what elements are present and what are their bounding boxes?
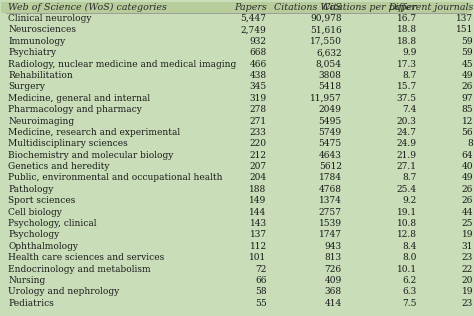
Text: 23: 23 — [462, 299, 473, 308]
Text: Sport sciences: Sport sciences — [9, 196, 76, 205]
Text: 668: 668 — [249, 48, 266, 57]
Text: 6.2: 6.2 — [402, 276, 417, 285]
Text: 466: 466 — [249, 60, 266, 69]
Text: 49: 49 — [462, 71, 473, 80]
Text: 143: 143 — [249, 219, 266, 228]
Text: Psychology, clinical: Psychology, clinical — [9, 219, 97, 228]
Text: 204: 204 — [249, 173, 266, 183]
Text: 40: 40 — [462, 162, 473, 171]
Text: 64: 64 — [462, 151, 473, 160]
Text: 414: 414 — [324, 299, 342, 308]
Text: 149: 149 — [249, 196, 266, 205]
Text: 17.3: 17.3 — [397, 60, 417, 69]
Text: 25.4: 25.4 — [397, 185, 417, 194]
Text: 23: 23 — [462, 253, 473, 262]
Text: Multidisciplinary sciences: Multidisciplinary sciences — [9, 139, 128, 148]
Text: 112: 112 — [249, 242, 266, 251]
Text: Pharmacology and pharmacy: Pharmacology and pharmacy — [9, 105, 142, 114]
Text: Endocrinology and metabolism: Endocrinology and metabolism — [9, 264, 151, 274]
Text: 97: 97 — [462, 94, 473, 103]
Text: 345: 345 — [249, 82, 266, 91]
Text: 2757: 2757 — [319, 208, 342, 217]
Text: 278: 278 — [249, 105, 266, 114]
FancyBboxPatch shape — [1, 2, 471, 13]
Text: 137: 137 — [249, 230, 266, 240]
Text: 90,978: 90,978 — [310, 14, 342, 23]
Text: 1747: 1747 — [319, 230, 342, 240]
Text: 19: 19 — [462, 230, 473, 240]
Text: Papers: Papers — [234, 3, 266, 12]
Text: 6,632: 6,632 — [316, 48, 342, 57]
Text: Medicine, general and internal: Medicine, general and internal — [9, 94, 151, 103]
Text: 44: 44 — [462, 208, 473, 217]
Text: 438: 438 — [249, 71, 266, 80]
Text: Clinical neurology: Clinical neurology — [9, 14, 92, 23]
Text: 726: 726 — [325, 264, 342, 274]
Text: 137: 137 — [456, 14, 473, 23]
Text: 233: 233 — [250, 128, 266, 137]
Text: 271: 271 — [249, 117, 266, 125]
Text: 188: 188 — [249, 185, 266, 194]
Text: Health care sciences and services: Health care sciences and services — [9, 253, 164, 262]
Text: Neuroimaging: Neuroimaging — [9, 117, 74, 125]
Text: 11,957: 11,957 — [310, 94, 342, 103]
Text: 59: 59 — [462, 37, 473, 46]
Text: 8,054: 8,054 — [316, 60, 342, 69]
Text: 368: 368 — [325, 287, 342, 296]
Text: 5475: 5475 — [319, 139, 342, 148]
Text: 10.8: 10.8 — [397, 219, 417, 228]
Text: 9.9: 9.9 — [402, 48, 417, 57]
Text: 7.5: 7.5 — [402, 299, 417, 308]
Text: 19: 19 — [462, 287, 473, 296]
Text: 220: 220 — [250, 139, 266, 148]
Text: 2049: 2049 — [319, 105, 342, 114]
Text: 151: 151 — [456, 26, 473, 34]
Text: 8.7: 8.7 — [402, 71, 417, 80]
Text: 8: 8 — [467, 139, 473, 148]
Text: Neurosciences: Neurosciences — [9, 26, 76, 34]
Text: Psychology: Psychology — [9, 230, 60, 240]
Text: Public, environmental and occupational health: Public, environmental and occupational h… — [9, 173, 223, 183]
Text: 59: 59 — [462, 48, 473, 57]
Text: Genetics and heredity: Genetics and heredity — [9, 162, 110, 171]
Text: 26: 26 — [462, 82, 473, 91]
Text: 8.0: 8.0 — [402, 253, 417, 262]
Text: 813: 813 — [325, 253, 342, 262]
Text: 18.8: 18.8 — [397, 37, 417, 46]
Text: 26: 26 — [462, 185, 473, 194]
Text: 207: 207 — [249, 162, 266, 171]
Text: 20: 20 — [462, 276, 473, 285]
Text: 55: 55 — [255, 299, 266, 308]
Text: 9.2: 9.2 — [402, 196, 417, 205]
Text: 20.3: 20.3 — [397, 117, 417, 125]
Text: 24.7: 24.7 — [397, 128, 417, 137]
Text: 5495: 5495 — [319, 117, 342, 125]
Text: 15.7: 15.7 — [397, 82, 417, 91]
Text: 7.4: 7.4 — [402, 105, 417, 114]
Text: 4643: 4643 — [319, 151, 342, 160]
Text: 5418: 5418 — [319, 82, 342, 91]
Text: 45: 45 — [462, 60, 473, 69]
Text: Radiology, nuclear medicine and medical imaging: Radiology, nuclear medicine and medical … — [9, 60, 237, 69]
Text: 66: 66 — [255, 276, 266, 285]
Text: Immunology: Immunology — [9, 37, 66, 46]
Text: 26: 26 — [462, 196, 473, 205]
Text: Ophthalmology: Ophthalmology — [9, 242, 78, 251]
Text: 24.9: 24.9 — [397, 139, 417, 148]
Text: Pediatrics: Pediatrics — [9, 299, 55, 308]
Text: 10.1: 10.1 — [397, 264, 417, 274]
Text: 1374: 1374 — [319, 196, 342, 205]
Text: 19.1: 19.1 — [397, 208, 417, 217]
Text: 49: 49 — [462, 173, 473, 183]
Text: 409: 409 — [324, 276, 342, 285]
Text: Pathology: Pathology — [9, 185, 54, 194]
Text: 72: 72 — [255, 264, 266, 274]
Text: 2,749: 2,749 — [241, 26, 266, 34]
Text: 22: 22 — [462, 264, 473, 274]
Text: 5,447: 5,447 — [241, 14, 266, 23]
Text: 17,550: 17,550 — [310, 37, 342, 46]
Text: 932: 932 — [250, 37, 266, 46]
Text: Psychiatry: Psychiatry — [9, 48, 56, 57]
Text: 6.3: 6.3 — [402, 287, 417, 296]
